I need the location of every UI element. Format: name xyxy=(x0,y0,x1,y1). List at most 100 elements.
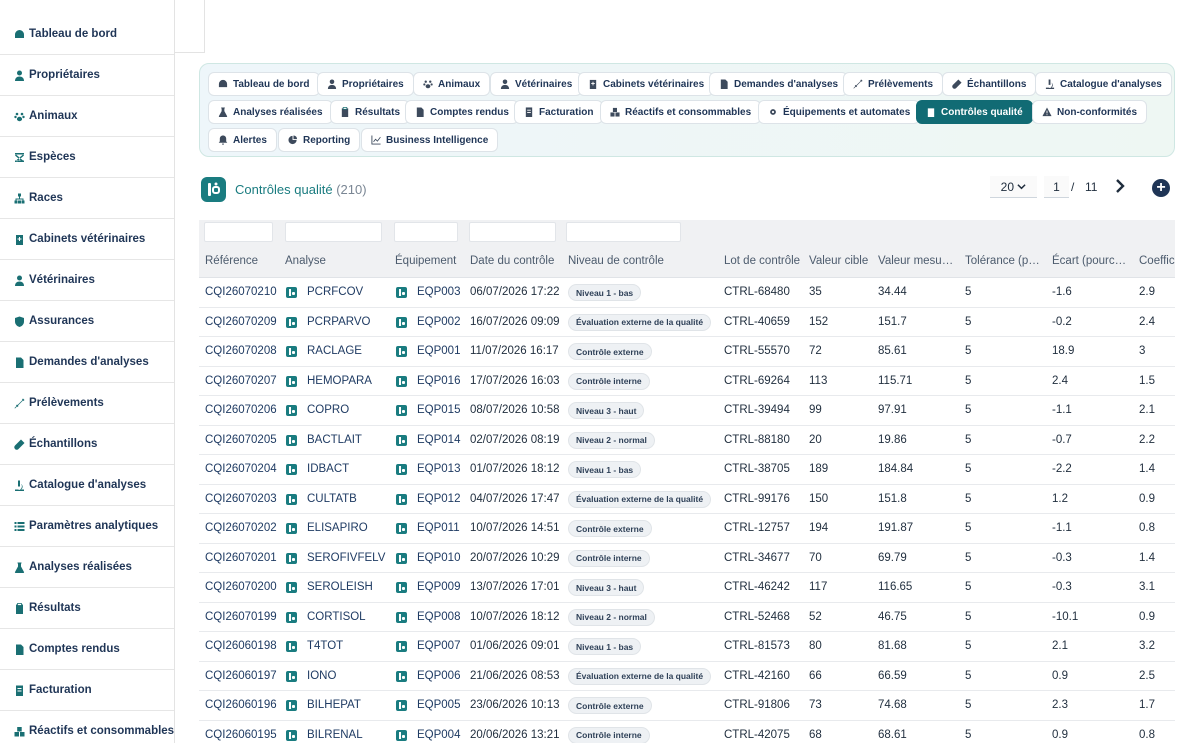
nav-button-16[interactable]: Non-conformités xyxy=(1032,100,1147,124)
filter-date-input[interactable] xyxy=(469,222,556,242)
nav-button-11[interactable]: Comptes rendus xyxy=(405,100,519,124)
cell-link[interactable]: EQP003 xyxy=(417,286,461,298)
sidebar-item-10[interactable]: Échantillons xyxy=(0,424,174,465)
column-header-3[interactable]: Date du contrôle xyxy=(470,255,555,267)
sidebar-item-0[interactable]: Tableau de bord xyxy=(0,0,174,55)
table-row[interactable]: CQI26060198 T4TOT EQP007 01/06/2026 09:01 Ni… xyxy=(199,632,1175,662)
table-row[interactable]: CQI26070209 PCRPARVO EQP002 16/07/2026 09:0… xyxy=(199,308,1175,337)
table-row[interactable]: CQI26070199 CORTISOL EQP008 10/07/2026 18:1… xyxy=(199,603,1175,632)
nav-button-17[interactable]: Alertes xyxy=(208,128,277,152)
filter-equipement-input[interactable] xyxy=(394,222,458,242)
nav-button-10[interactable]: Résultats xyxy=(330,100,411,124)
current-page-input[interactable]: 1 xyxy=(1044,176,1069,198)
next-page-button[interactable] xyxy=(1112,177,1128,195)
cell-link[interactable]: EQP013 xyxy=(417,463,461,475)
column-header-6[interactable]: Valeur cible xyxy=(809,255,869,267)
cell-link[interactable]: BACTLAIT xyxy=(307,433,362,446)
sidebar-item-17[interactable]: Réactifs et consommables xyxy=(0,711,174,743)
nav-button-2[interactable]: Animaux xyxy=(413,72,491,96)
cell-link[interactable]: EQP015 xyxy=(417,404,461,416)
column-header-9[interactable]: Écart (pourc… xyxy=(1052,255,1127,267)
cell-link[interactable]: EQP016 xyxy=(417,374,461,387)
cell-link[interactable]: HEMOPARA xyxy=(307,374,372,387)
column-header-1[interactable]: Analyse xyxy=(285,255,326,267)
sidebar-item-2[interactable]: Animaux xyxy=(0,96,174,137)
table-row[interactable]: CQI26070208 RACLAGE EQP001 11/07/2026 16:17… xyxy=(199,337,1175,367)
column-header-5[interactable]: Lot de contrôle xyxy=(724,255,801,267)
nav-button-14[interactable]: Équipements et automates xyxy=(758,100,921,124)
cell-link[interactable]: EQP010 xyxy=(417,551,461,564)
column-header-2[interactable]: Équipement xyxy=(395,255,457,267)
sidebar-item-12[interactable]: Paramètres analytiques xyxy=(0,506,174,547)
nav-button-8[interactable]: Catalogue d'analyses xyxy=(1035,72,1172,96)
cell-link[interactable]: RACLAGE xyxy=(307,345,362,357)
column-header-7[interactable]: Valeur mesu… xyxy=(878,255,954,267)
sidebar-item-4[interactable]: Races xyxy=(0,178,174,219)
nav-button-9[interactable]: Analyses réalisées xyxy=(208,100,333,124)
cell-link[interactable]: ELISAPIRO xyxy=(307,522,368,534)
table-row[interactable]: CQI26070200 SEROLEISH EQP009 13/07/2026 17:… xyxy=(199,573,1175,603)
nav-button-4[interactable]: Cabinets vétérinaires xyxy=(578,72,715,96)
sidebar-item-3[interactable]: Espèces xyxy=(0,137,174,178)
filter-niveau-input[interactable] xyxy=(566,222,681,242)
cell-link[interactable]: EQP005 xyxy=(417,699,461,711)
column-header-0[interactable]: Référence xyxy=(205,255,259,267)
table-row[interactable]: CQI26070205 BACTLAIT EQP014 02/07/2026 08:1… xyxy=(199,426,1175,455)
table-row[interactable]: CQI26060196 BILHEPAT EQP005 23/06/2026 10:1… xyxy=(199,691,1175,721)
cell-link[interactable]: T4TOT xyxy=(307,640,344,652)
column-header-10[interactable]: Coeffici xyxy=(1139,255,1175,267)
cell-link[interactable]: EQP004 xyxy=(417,728,461,741)
sidebar-item-13[interactable]: Analyses réalisées xyxy=(0,547,174,588)
nav-button-18[interactable]: Reporting xyxy=(278,128,361,152)
cell-link[interactable]: SEROLEISH xyxy=(307,581,373,593)
nav-button-15[interactable]: Contrôles qualité xyxy=(916,100,1033,124)
cell-link[interactable]: PCRPARVO xyxy=(307,315,371,328)
nav-button-19[interactable]: Business Intelligence xyxy=(361,128,499,152)
sidebar-item-15[interactable]: Comptes rendus xyxy=(0,629,174,670)
table-row[interactable]: CQI26070207 HEMOPARA EQP016 17/07/2026 16:0… xyxy=(199,367,1175,396)
cell-link[interactable]: PCRFCOV xyxy=(307,286,364,298)
table-row[interactable]: CQI26070204 IDBACT EQP013 01/07/2026 18:12 N… xyxy=(199,455,1175,485)
sidebar-item-9[interactable]: Prélèvements xyxy=(0,383,174,424)
filter-reference-input[interactable] xyxy=(204,222,273,242)
sidebar-item-5[interactable]: Cabinets vétérinaires xyxy=(0,219,174,260)
table-row[interactable]: CQI26070203 CULTATB EQP012 04/07/2026 17:47… xyxy=(199,485,1175,514)
nav-button-3[interactable]: Vétérinaires xyxy=(490,72,583,96)
table-row[interactable]: CQI26070202 ELISAPIRO EQP011 10/07/2026 14:… xyxy=(199,514,1175,544)
cell-link[interactable]: BILHEPAT xyxy=(307,699,361,711)
cell-link[interactable]: IDBACT xyxy=(307,463,350,475)
table-row[interactable]: CQI26070201 SEROFIVFELV EQP010 20/07/2026 1… xyxy=(199,544,1175,573)
nav-button-12[interactable]: Facturation xyxy=(514,100,604,124)
nav-button-6[interactable]: Prélèvements xyxy=(843,72,944,96)
table-row[interactable]: CQI26060195 BILRENAL EQP004 20/06/2026 13:2… xyxy=(199,721,1175,743)
sidebar-item-11[interactable]: Catalogue d'analyses xyxy=(0,465,174,506)
page-size-select[interactable]: 20 xyxy=(990,176,1037,198)
cell-link[interactable]: EQP014 xyxy=(417,433,461,446)
cell-link[interactable]: SEROFIVFELV xyxy=(307,551,386,564)
sidebar-item-16[interactable]: Facturation xyxy=(0,670,174,711)
cell-link[interactable]: BILRENAL xyxy=(307,728,363,741)
cell-link[interactable]: EQP008 xyxy=(417,610,461,623)
cell-link[interactable]: COPRO xyxy=(307,404,350,416)
sidebar-item-8[interactable]: Demandes d'analyses xyxy=(0,342,174,383)
cell-link[interactable]: IONO xyxy=(307,669,337,682)
nav-button-0[interactable]: Tableau de bord xyxy=(208,72,320,96)
nav-button-13[interactable]: Réactifs et consommables xyxy=(600,100,762,124)
nav-button-1[interactable]: Propriétaires xyxy=(317,72,414,96)
column-header-8[interactable]: Tolérance (p… xyxy=(965,255,1040,267)
add-button[interactable]: + xyxy=(1152,179,1170,197)
table-row[interactable]: CQI26070206 COPRO EQP015 08/07/2026 10:58 Ni… xyxy=(199,396,1175,426)
nav-button-7[interactable]: Échantillons xyxy=(942,72,1037,96)
sidebar-item-1[interactable]: Propriétaires xyxy=(0,55,174,96)
table-row[interactable]: CQI26070210 PCRFCOV EQP003 06/07/2026 17:22… xyxy=(199,278,1175,308)
cell-link[interactable]: EQP009 xyxy=(417,581,461,593)
cell-link[interactable]: EQP012 xyxy=(417,492,461,505)
sidebar-item-6[interactable]: Vétérinaires xyxy=(0,260,174,301)
cell-link[interactable]: CORTISOL xyxy=(307,610,366,623)
cell-link[interactable]: EQP006 xyxy=(417,669,461,682)
cell-link[interactable]: EQP002 xyxy=(417,315,461,328)
sidebar-item-14[interactable]: Résultats xyxy=(0,588,174,629)
column-header-4[interactable]: Niveau de contrôle xyxy=(568,255,664,267)
table-row[interactable]: CQI26060197 IONO EQP006 21/06/2026 08:53 Éva… xyxy=(199,662,1175,691)
cell-link[interactable]: EQP011 xyxy=(417,522,460,534)
